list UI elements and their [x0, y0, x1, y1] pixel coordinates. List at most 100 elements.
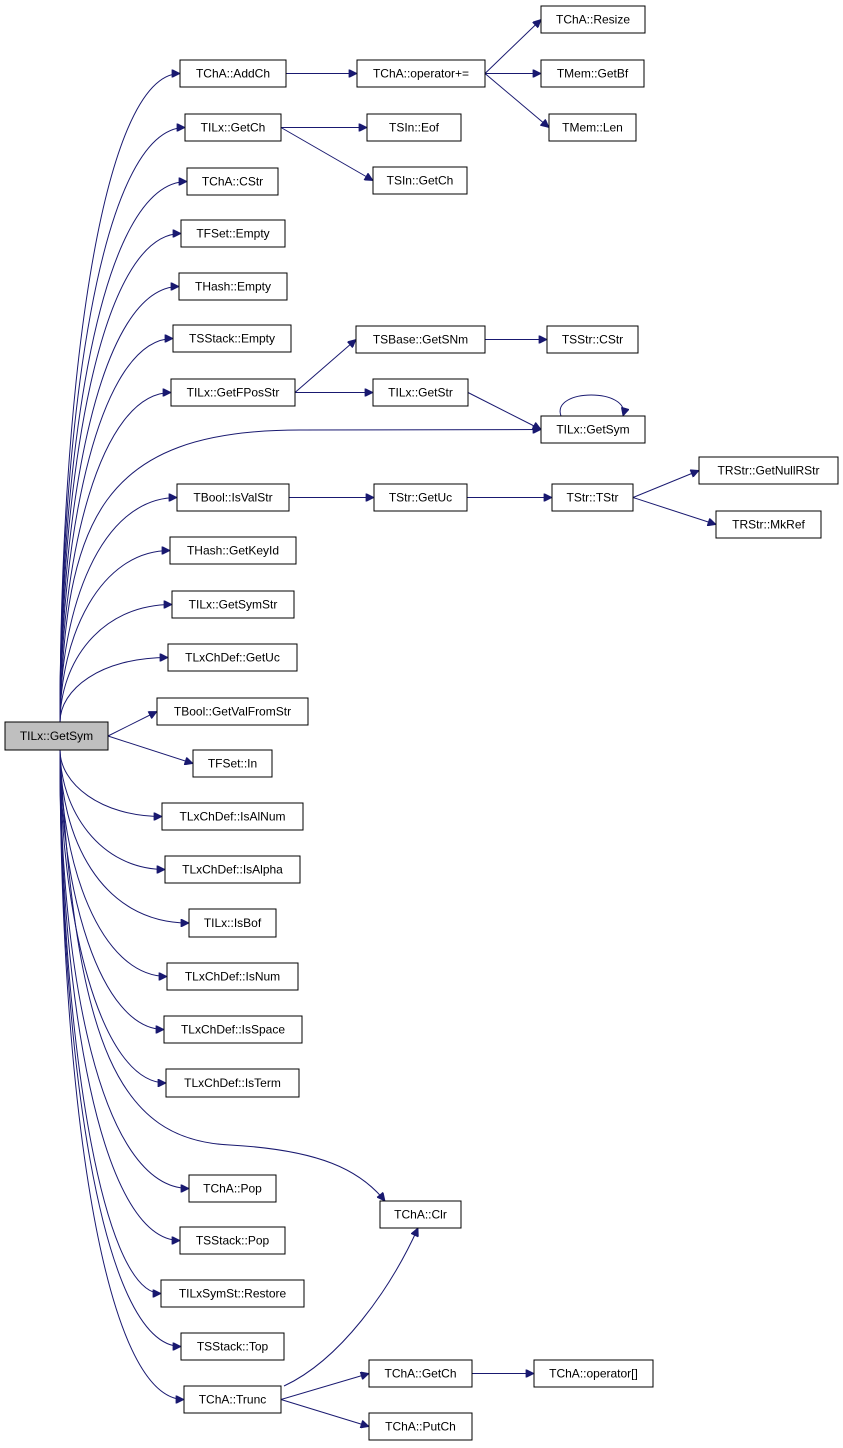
node-box [540, 59, 645, 88]
nodes: TILx::GetSymTChA::AddChTILx::GetChTChA::… [4, 5, 839, 1441]
node-label: TChA::Pop [203, 1182, 262, 1196]
node-label: TChA::PutCh [385, 1420, 456, 1434]
node-box [188, 1174, 277, 1203]
node-label: TILx::GetStr [388, 386, 453, 400]
node-box [165, 1068, 300, 1098]
node-label: TStr::GetUc [389, 491, 452, 505]
node-label: TChA::AddCh [196, 67, 270, 81]
node-label: TILx::GetFPosStr [187, 386, 280, 400]
edge [59, 749, 164, 1030]
node-label: TChA::operator+= [373, 67, 469, 81]
node-label: TStr::TStr [567, 491, 619, 505]
node-box [176, 483, 290, 512]
edge [59, 749, 161, 1294]
edge [59, 339, 173, 723]
node-label: TILx::GetCh [201, 121, 266, 135]
node-label: TSBase::GetSNm [373, 333, 468, 347]
node-label: TChA::Clr [394, 1208, 447, 1222]
node-box [166, 962, 299, 991]
node-box [186, 167, 279, 196]
edge [484, 20, 541, 74]
node-label: TChA::Trunc [199, 1393, 267, 1407]
edge [59, 749, 180, 1241]
node-box [356, 59, 486, 88]
edge [107, 735, 193, 764]
edges [59, 20, 716, 1427]
node-box [4, 721, 109, 751]
node-box [368, 1412, 473, 1441]
edge [280, 1374, 369, 1400]
edge [280, 127, 373, 181]
edge [59, 234, 181, 723]
node-box [715, 510, 822, 539]
node-label: THash::GetKeyId [187, 544, 279, 558]
node-box [179, 59, 287, 88]
node-label: TChA::GetCh [384, 1367, 456, 1381]
edge [59, 749, 166, 1083]
node-label: TMem::Len [562, 121, 623, 135]
node-box [167, 643, 298, 672]
node-box [373, 483, 468, 512]
node-box [540, 5, 646, 34]
node-box [372, 378, 469, 407]
node-label: TRStr::MkRef [732, 518, 805, 532]
node-label: TFSet::In [208, 757, 257, 771]
edge [632, 497, 716, 525]
node-label: TILx::IsBof [204, 916, 262, 930]
node-box [179, 1226, 286, 1255]
edge [283, 1228, 418, 1387]
node-box [698, 456, 839, 485]
node-box [379, 1200, 462, 1229]
node-box [156, 697, 309, 726]
node-label: TMem::GetBf [557, 67, 629, 81]
node-label: TILxSymSt::Restore [179, 1287, 287, 1301]
edge [280, 1399, 369, 1427]
node-label: TSStack::Empty [189, 332, 275, 346]
node-box [178, 272, 288, 301]
node-box [170, 378, 296, 407]
node-label: TLxChDef::IsSpace [181, 1023, 285, 1037]
node-label: TFSet::Empty [196, 227, 269, 241]
node-label: TChA::Resize [556, 13, 630, 27]
edge [467, 392, 541, 430]
node-box [546, 325, 639, 354]
node-box [366, 113, 462, 142]
node-label: TRStr::GetNullRStr [717, 464, 819, 478]
node-box [164, 855, 301, 884]
edge [59, 128, 185, 723]
edge [59, 749, 162, 817]
node-box [183, 1385, 282, 1414]
edge [59, 551, 170, 723]
node-box [355, 325, 486, 354]
edge [59, 658, 168, 723]
node-box [192, 749, 273, 778]
node-label: TBool::IsValStr [193, 491, 272, 505]
node-label: TSIn::GetCh [387, 174, 454, 188]
node-box [188, 908, 277, 938]
node-box [548, 113, 637, 142]
edge [59, 393, 171, 723]
node-box [540, 415, 646, 444]
edge [59, 430, 541, 723]
node-label: TSStack::Pop [196, 1234, 270, 1248]
edge [107, 711, 157, 737]
edge [559, 394, 623, 416]
node-label: TSStack::Top [197, 1340, 269, 1354]
node-box [161, 802, 304, 831]
node-label: TSIn::Eof [389, 121, 440, 135]
edge [484, 73, 549, 128]
node-label: TChA::operator[] [549, 1367, 638, 1381]
node-box [160, 1279, 305, 1308]
node-label: TILx::GetSymStr [189, 598, 278, 612]
edge [59, 287, 179, 723]
edge [59, 749, 189, 1189]
edge [59, 749, 385, 1201]
node-label: TLxChDef::IsAlNum [179, 810, 285, 824]
edge [59, 605, 172, 723]
node-label: TILx::GetSym [556, 423, 629, 437]
edge [59, 749, 181, 1347]
node-label: TLxChDef::IsNum [185, 970, 280, 984]
edge [59, 749, 189, 923]
node-label: TLxChDef::IsTerm [184, 1076, 281, 1090]
